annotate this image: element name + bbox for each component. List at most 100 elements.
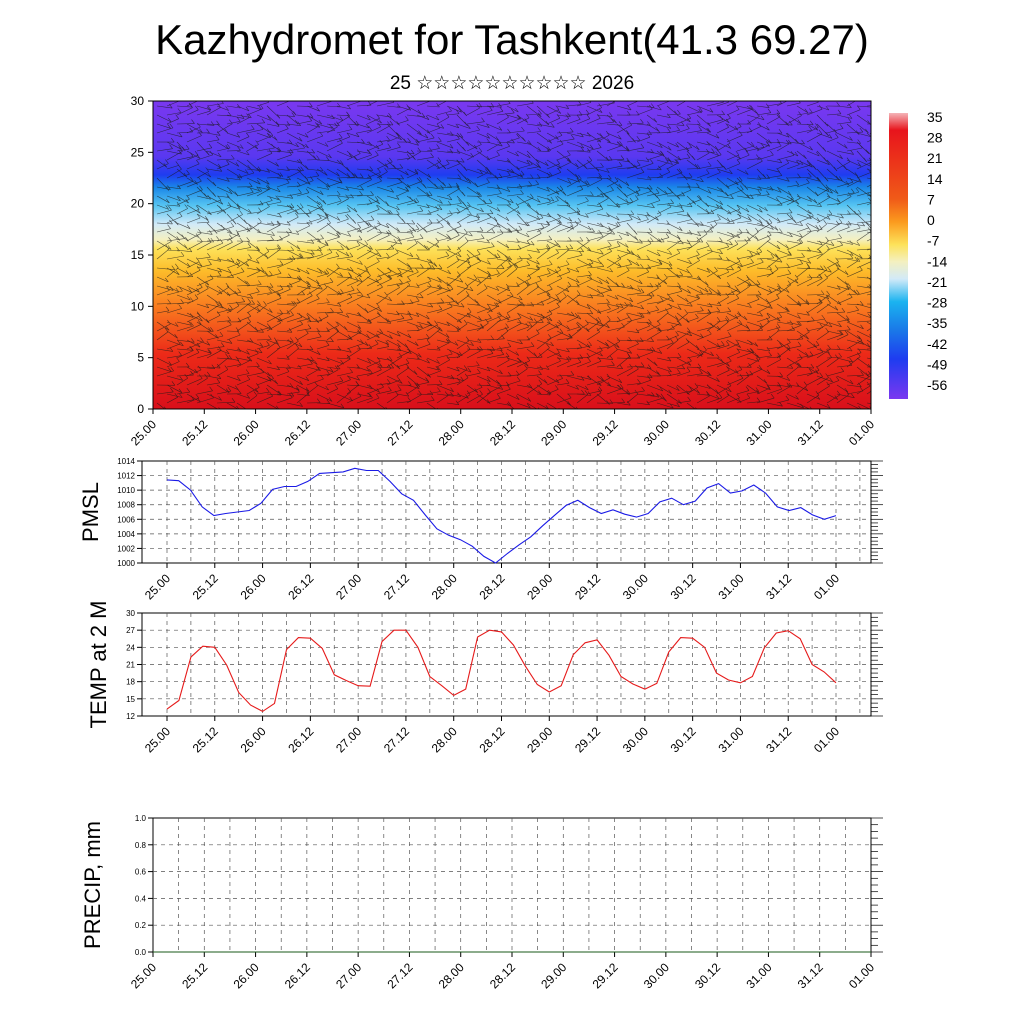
wind-barb [346, 194, 363, 197]
wind-barb [316, 177, 331, 188]
wind-barb [296, 120, 312, 125]
wind-barb-flag [397, 236, 401, 241]
wind-barb [296, 132, 309, 138]
wind-barb-flag [442, 164, 447, 170]
wind-barb [526, 374, 542, 377]
wind-barb [376, 383, 391, 386]
wind-barb [426, 195, 443, 204]
wind-barb-flag [396, 205, 400, 211]
wind-barb [556, 321, 570, 330]
wind-barb-flag [347, 354, 351, 360]
wind-barb-flag [717, 274, 721, 279]
wind-barb-flag [418, 353, 422, 358]
wind-barb [496, 330, 509, 341]
wind-barb [786, 312, 801, 319]
wind-barb [766, 222, 779, 231]
wind-barb [396, 303, 414, 305]
wind-barb [416, 267, 435, 270]
wind-barb [806, 276, 822, 279]
wind-barb-flag [318, 316, 323, 321]
wind-barb-flag [309, 113, 314, 118]
wind-barb [736, 220, 752, 224]
wind-barb-flag [191, 338, 195, 343]
wind-barb-flag [347, 375, 351, 380]
wind-barb [566, 211, 580, 215]
wind-barb-flag [218, 289, 223, 295]
wind-barb [256, 305, 267, 314]
wind-barb [486, 155, 500, 161]
wind-barb-flag [588, 270, 592, 276]
wind-barb [316, 114, 335, 120]
wind-barb-flag [438, 380, 443, 385]
wind-barb [826, 334, 843, 341]
wind-barb-flag [565, 260, 570, 265]
wind-barb [546, 269, 561, 278]
wind-barb-flag [737, 343, 741, 348]
wind-barb [866, 248, 871, 251]
wind-barb-flag [397, 143, 401, 148]
wind-barb [536, 273, 551, 278]
wind-barb [766, 402, 783, 407]
wind-barb [656, 258, 673, 266]
wind-barb-flag [217, 103, 221, 108]
wind-barb-flag [227, 268, 232, 273]
wind-barb-flag [785, 158, 790, 164]
wind-barb-flag [447, 269, 451, 275]
wind-barb-flag [519, 255, 523, 261]
wind-barb-flag [208, 327, 212, 332]
wind-barb [676, 101, 687, 107]
wind-barb [336, 198, 349, 206]
wind-barb [856, 114, 871, 125]
wind-barb-flag [434, 320, 438, 325]
wind-barb [736, 375, 750, 386]
wind-barb-flag [467, 201, 471, 207]
wind-barb [676, 267, 690, 274]
wind-barb [486, 398, 501, 404]
wind-barb-flag [311, 250, 315, 255]
wind-barb-flag [199, 316, 203, 322]
wind-barb-flag [196, 311, 201, 316]
wind-barb [206, 228, 225, 233]
wind-barb-flag [659, 150, 664, 155]
wind-barb-flag [535, 180, 539, 185]
wind-barb [436, 177, 446, 187]
wind-barb-flag [486, 134, 490, 139]
wind-barb [366, 143, 383, 152]
wind-barb-flag [245, 262, 250, 267]
wind-barb [456, 204, 469, 210]
wind-barb-flag [171, 381, 176, 386]
wind-barb [626, 339, 644, 342]
wind-barb [336, 176, 355, 179]
wind-barb [206, 177, 217, 187]
wind-barb [256, 274, 273, 278]
wind-barb-flag [405, 363, 410, 368]
wind-barb-flag [699, 369, 703, 374]
wind-barb [266, 195, 279, 200]
wind-barb-flag [177, 108, 182, 113]
wind-barb [646, 264, 662, 269]
wind-barb-flag [177, 184, 181, 189]
wind-barb-flag [813, 199, 818, 204]
wind-barb [606, 195, 620, 208]
wind-barb-flag [296, 245, 301, 250]
wind-barb-flag [200, 337, 204, 342]
wind-barb [166, 132, 183, 138]
wind-barb [546, 298, 559, 305]
wind-barb-flag [717, 150, 722, 155]
wind-barb-flag [756, 154, 760, 159]
wind-barb [596, 190, 614, 197]
wind-barb-flag [186, 262, 191, 268]
wind-barb-flag [266, 323, 271, 328]
wind-barb-flag [538, 370, 542, 375]
wind-barb-flag [549, 171, 553, 177]
wind-barb [296, 213, 312, 215]
wind-barb [586, 236, 604, 242]
wind-barb-flag [257, 180, 261, 185]
wind-barb-flag [735, 294, 740, 299]
wind-barb [336, 150, 353, 158]
wind-barb-flag [289, 337, 294, 342]
wind-barb [486, 294, 502, 304]
wind-barb [836, 365, 852, 368]
wind-barb [866, 372, 871, 377]
wind-barb-flag [389, 157, 393, 163]
